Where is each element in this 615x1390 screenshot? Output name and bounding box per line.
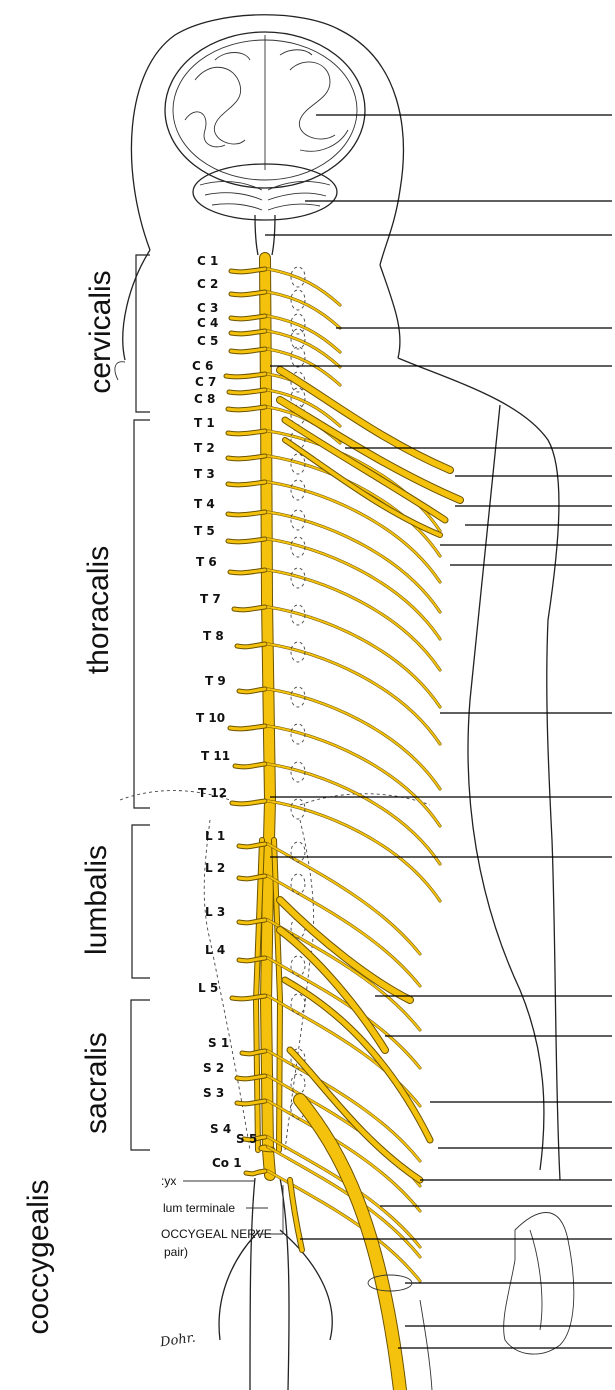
segment-label: T 7 — [200, 592, 221, 606]
region-brackets — [114, 254, 150, 1151]
segment-labels: C 1 C 2 C 3C 4 C 5 C 6 C 7 C 8 T 1 T 2 T 3 T 4 T 5 T… — [192, 254, 257, 1170]
region-label-lumbar: lumbalis — [80, 845, 113, 955]
segment-label: T 8 — [203, 629, 224, 643]
segment-label: S 3 — [203, 1086, 224, 1100]
coccygeal-nerve-label: OCCYGEAL NERVE — [161, 1227, 272, 1241]
segment-label: T 11 — [201, 749, 230, 763]
pair-label: pair) — [164, 1245, 188, 1259]
segment-label: C 5 — [197, 334, 218, 348]
region-label-sacral: sacralis — [80, 1032, 113, 1134]
segment-label: L 3 — [205, 905, 225, 919]
segment-label: L 2 — [205, 861, 225, 875]
region-label-thoracic: thoracalis — [82, 546, 115, 674]
coccyx-label: :yx — [161, 1174, 176, 1188]
segment-label: C 3 — [197, 301, 218, 315]
segment-label: L 1 — [205, 829, 225, 843]
segment-label: T 5 — [194, 524, 215, 538]
segment-label: C 2 — [197, 277, 218, 291]
segment-label: L 4 — [205, 943, 225, 957]
region-label-cervical: cervicalis — [84, 270, 117, 393]
artist-signature: Dohr. — [158, 1331, 196, 1351]
segment-label: T 10 — [196, 711, 225, 725]
bottom-labels: :yx lum terminale OCCYGEAL NERVE pair) D… — [158, 1174, 284, 1351]
segment-label: Co 1 — [212, 1156, 242, 1170]
nerves-group — [223, 252, 464, 1390]
segment-label: C 6 — [192, 359, 213, 373]
segment-label: T 6 — [196, 555, 217, 569]
segment-label: S 5 — [236, 1132, 257, 1146]
filum-terminale-label: lum terminale — [163, 1201, 235, 1215]
segment-label: S 4 — [210, 1122, 231, 1136]
region-labels: cervicalis thoracalis lumbalis sacralis … — [22, 270, 117, 1334]
segment-label: C 4 — [197, 316, 218, 330]
segment-label: T 12 — [198, 786, 227, 800]
segment-label: T 3 — [194, 467, 215, 481]
region-label-coccygeal: coccygealis — [22, 1179, 55, 1334]
leader-lines — [265, 114, 612, 1349]
brain-illustration — [164, 31, 366, 256]
segment-label: T 4 — [194, 497, 215, 511]
segment-label: T 9 — [205, 674, 226, 688]
segment-label: C 8 — [194, 392, 215, 406]
segment-label: T 2 — [194, 441, 215, 455]
segment-label: S 1 — [208, 1036, 229, 1050]
segment-label: C 1 — [197, 254, 218, 268]
segment-label: S 2 — [203, 1061, 224, 1075]
segment-label: T 1 — [194, 416, 215, 430]
segment-label: C 7 — [195, 375, 216, 389]
segment-label: L 5 — [198, 981, 218, 995]
